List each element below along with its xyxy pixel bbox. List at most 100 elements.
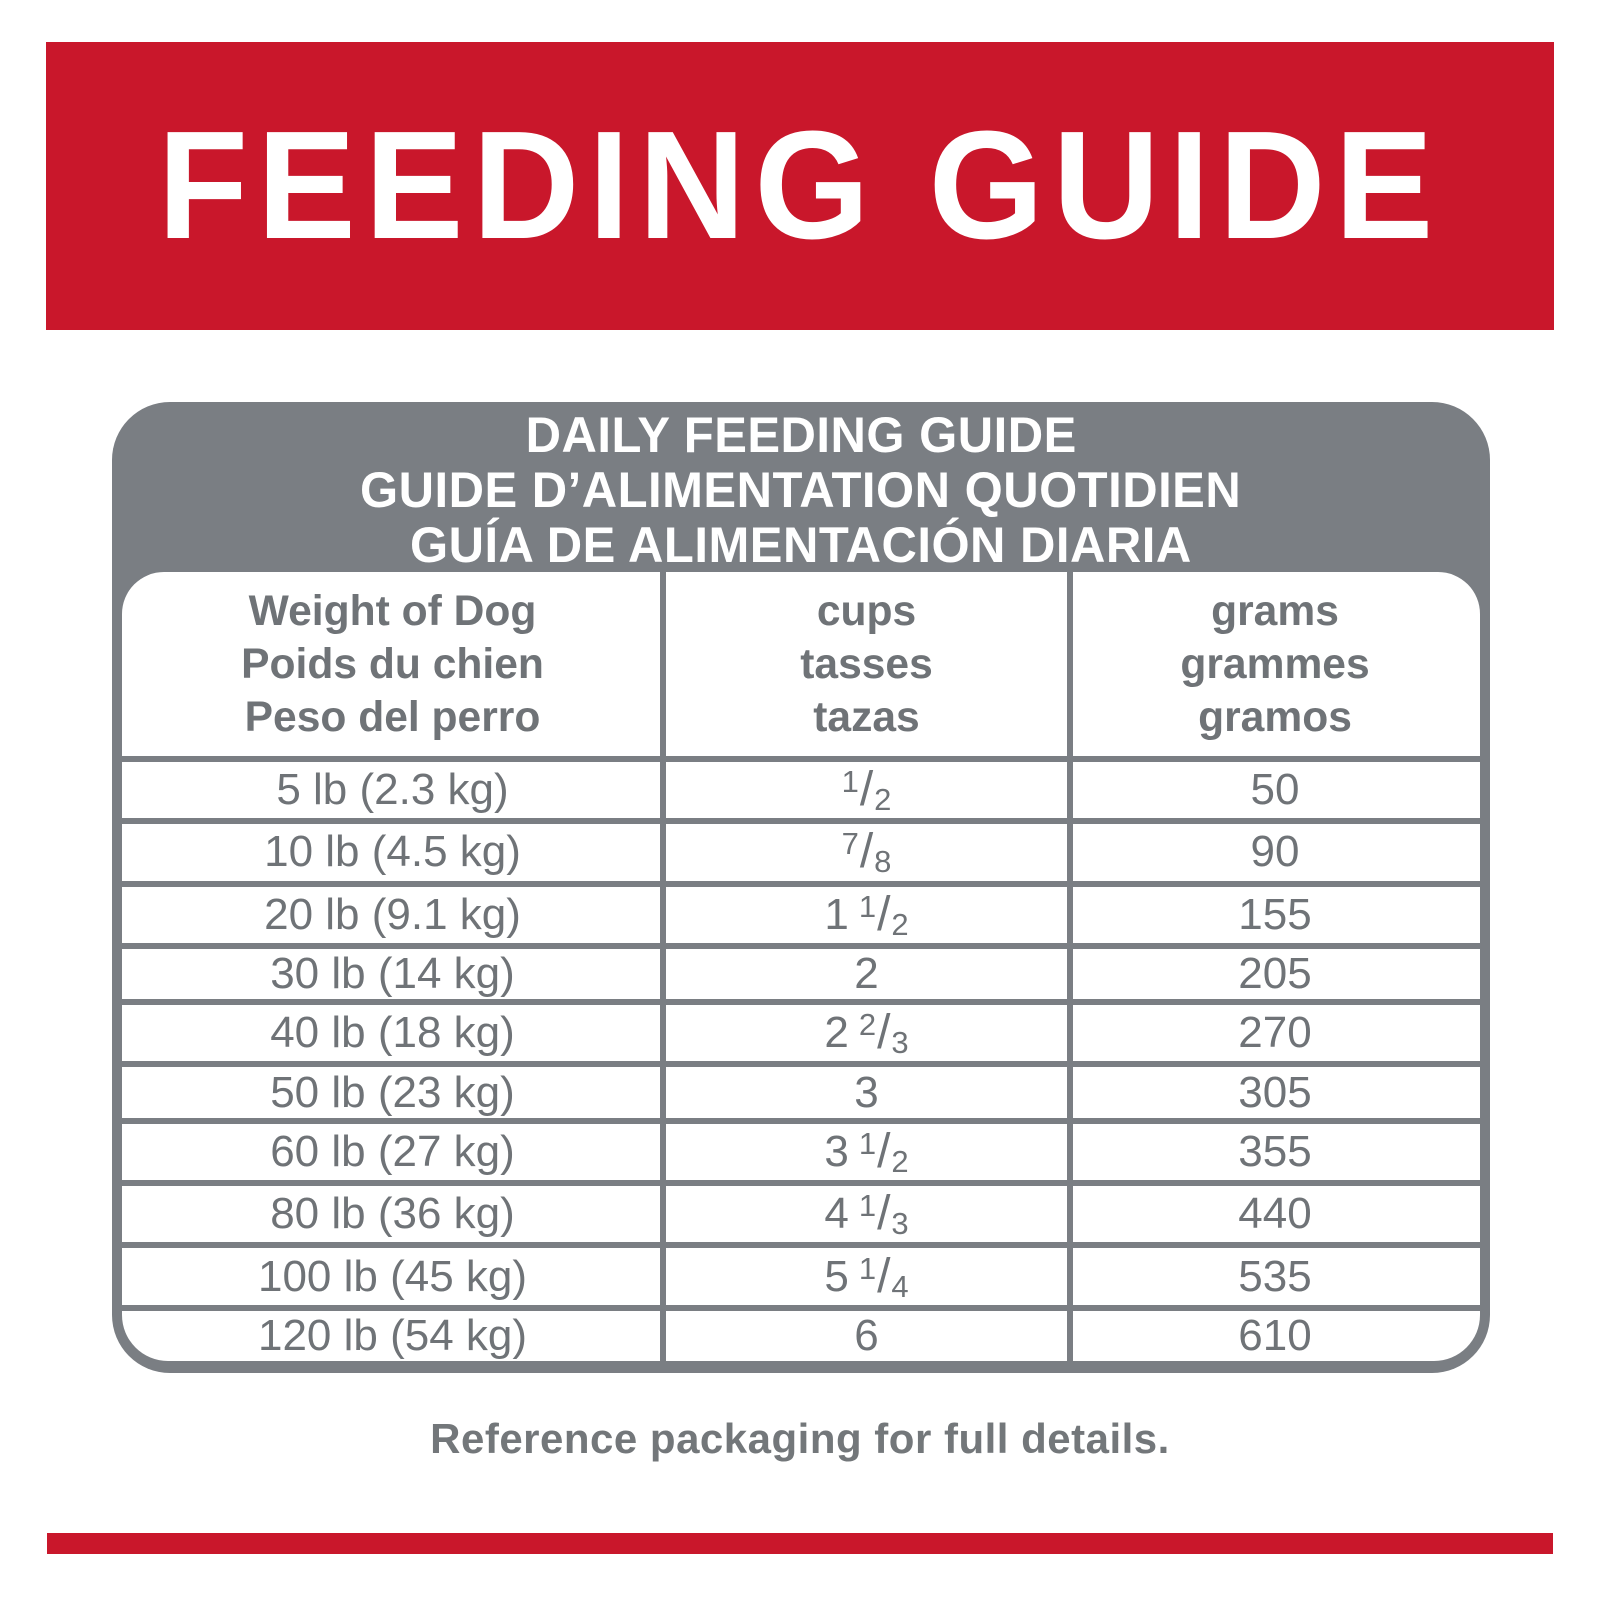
cups-fraction: 1/4 bbox=[859, 1249, 909, 1305]
fraction-numerator: 1 bbox=[858, 1125, 877, 1161]
header-cups: cups tasses tazas bbox=[665, 572, 1068, 756]
header-cups-line-es: tazas bbox=[813, 692, 920, 741]
grams-cell: 205 bbox=[1238, 949, 1312, 999]
cups-whole: 4 bbox=[824, 1189, 849, 1239]
table-row: 50 lb (23 kg) 3 305 bbox=[122, 1061, 1480, 1117]
grams-cell: 155 bbox=[1238, 889, 1312, 939]
cups-fraction: 1/3 bbox=[859, 1186, 909, 1242]
grams-cell: 535 bbox=[1238, 1251, 1312, 1301]
cups-fraction: 7/8 bbox=[842, 824, 892, 880]
cups-whole: 1 bbox=[824, 889, 849, 939]
table-title: DAILY FEEDING GUIDE GUIDE D’ALIMENTATION… bbox=[112, 402, 1490, 572]
cups-whole: 5 bbox=[824, 1251, 849, 1301]
header-grams-line-en: grams bbox=[1211, 586, 1339, 635]
fraction-slash: / bbox=[877, 887, 891, 941]
header-grams-line-fr: grammes bbox=[1180, 639, 1370, 688]
column-divider-1 bbox=[660, 572, 666, 1361]
cups-fraction: 1/2 bbox=[859, 1124, 909, 1180]
weight-cell: 5 lb (2.3 kg) bbox=[276, 765, 509, 815]
fraction-slash: / bbox=[877, 1187, 891, 1241]
table-row: 80 lb (36 kg) 4 1/3 440 bbox=[122, 1180, 1480, 1242]
grams-cell: 90 bbox=[1250, 827, 1300, 877]
cups-whole: 2 bbox=[854, 949, 879, 999]
grams-cell: 305 bbox=[1238, 1067, 1312, 1117]
fraction-numerator: 1 bbox=[858, 1250, 877, 1286]
weight-cell: 20 lb (9.1 kg) bbox=[264, 889, 521, 939]
cups-cell: 1/2 bbox=[663, 762, 1070, 818]
cups-cell: 4 1/3 bbox=[663, 1186, 1070, 1242]
feeding-guide-banner: FEEDING GUIDE bbox=[46, 42, 1554, 330]
fraction-denominator: 4 bbox=[891, 1268, 909, 1304]
cups-whole: 3 bbox=[854, 1067, 879, 1117]
feeding-table: Weight of Dog Poids du chien Peso del pe… bbox=[122, 572, 1480, 1361]
table-row: 30 lb (14 kg) 2 205 bbox=[122, 942, 1480, 999]
cups-cell: 2 2/3 bbox=[663, 1005, 1070, 1061]
cups-whole: 2 bbox=[824, 1008, 849, 1058]
fraction-numerator: 7 bbox=[841, 826, 859, 862]
fraction-slash: / bbox=[859, 763, 874, 817]
table-row: 10 lb (4.5 kg) 7/8 90 bbox=[122, 818, 1480, 880]
header-weight-of-dog: Weight of Dog Poids du chien Peso del pe… bbox=[125, 572, 661, 756]
cups-cell: 1 1/2 bbox=[663, 887, 1070, 943]
header-cups-line-fr: tasses bbox=[800, 639, 933, 688]
fraction-slash: / bbox=[877, 1124, 891, 1178]
fraction-denominator: 2 bbox=[891, 906, 909, 942]
cups-cell: 2 bbox=[663, 949, 1070, 999]
grams-cell: 50 bbox=[1250, 765, 1300, 815]
table-title-spanish: GUÍA DE ALIMENTACIÓN DIARIA bbox=[410, 516, 1192, 573]
fraction-slash: / bbox=[877, 1249, 891, 1303]
grams-cell: 270 bbox=[1238, 1008, 1312, 1058]
fraction-numerator: 2 bbox=[858, 1007, 877, 1043]
cups-cell: 3 bbox=[663, 1067, 1070, 1117]
weight-cell: 40 lb (18 kg) bbox=[270, 1008, 515, 1058]
table-row: 60 lb (27 kg) 3 1/2 355 bbox=[122, 1117, 1480, 1180]
header-weight-line-en: Weight of Dog bbox=[248, 586, 537, 635]
daily-feeding-guide-card: DAILY FEEDING GUIDE GUIDE D’ALIMENTATION… bbox=[112, 402, 1490, 1373]
cups-fraction: 2/3 bbox=[859, 1005, 909, 1061]
table-title-french: GUIDE D’ALIMENTATION QUOTIDIEN bbox=[360, 461, 1242, 518]
weight-cell: 10 lb (4.5 kg) bbox=[264, 827, 521, 877]
weight-cell: 30 lb (14 kg) bbox=[270, 949, 515, 999]
table-rows: 5 lb (2.3 kg) 1/2 50 10 lb (4.5 kg) 7/8 90 20 … bbox=[122, 756, 1480, 1361]
header-grams: grams grammes gramos bbox=[1072, 572, 1478, 756]
table-row: 120 lb (54 kg) 6 610 bbox=[122, 1304, 1480, 1361]
fraction-numerator: 1 bbox=[841, 764, 859, 800]
fraction-slash: / bbox=[877, 1006, 891, 1060]
weight-cell: 60 lb (27 kg) bbox=[270, 1126, 515, 1176]
header-grams-line-es: gramos bbox=[1198, 692, 1352, 741]
column-divider-2 bbox=[1067, 572, 1073, 1361]
cups-cell: 6 bbox=[663, 1311, 1070, 1361]
table-header-row: Weight of Dog Poids du chien Peso del pe… bbox=[122, 572, 1480, 756]
header-cups-line-en: cups bbox=[816, 586, 917, 635]
header-weight-line-es: Peso del perro bbox=[244, 692, 541, 741]
weight-cell: 100 lb (45 kg) bbox=[257, 1251, 528, 1301]
header-weight-line-fr: Poids du chien bbox=[241, 639, 544, 688]
fraction-denominator: 8 bbox=[874, 844, 892, 880]
fraction-denominator: 3 bbox=[891, 1025, 909, 1061]
cups-fraction: 1/2 bbox=[842, 762, 892, 818]
weight-cell: 50 lb (23 kg) bbox=[270, 1067, 515, 1117]
fraction-slash: / bbox=[859, 825, 874, 879]
cups-whole: 6 bbox=[854, 1310, 879, 1360]
fraction-denominator: 2 bbox=[891, 1143, 909, 1179]
fraction-numerator: 1 bbox=[858, 888, 877, 924]
cups-cell: 7/8 bbox=[663, 824, 1070, 880]
table-row: 5 lb (2.3 kg) 1/2 50 bbox=[122, 756, 1480, 818]
grams-cell: 440 bbox=[1238, 1189, 1312, 1239]
banner-title: FEEDING GUIDE bbox=[157, 99, 1443, 272]
grams-cell: 355 bbox=[1238, 1126, 1312, 1176]
fraction-numerator: 1 bbox=[858, 1188, 877, 1224]
fraction-denominator: 3 bbox=[891, 1206, 909, 1242]
grams-cell: 610 bbox=[1238, 1310, 1312, 1360]
cups-cell: 5 1/4 bbox=[663, 1248, 1070, 1304]
weight-cell: 120 lb (54 kg) bbox=[257, 1310, 528, 1360]
table-row: 100 lb (45 kg) 5 1/4 535 bbox=[122, 1242, 1480, 1304]
cups-whole: 3 bbox=[824, 1126, 849, 1176]
table-row: 40 lb (18 kg) 2 2/3 270 bbox=[122, 999, 1480, 1061]
cups-fraction: 1/2 bbox=[859, 887, 909, 943]
bottom-red-bar bbox=[47, 1533, 1553, 1554]
table-row: 20 lb (9.1 kg) 1 1/2 155 bbox=[122, 880, 1480, 943]
footer-note: Reference packaging for full details. bbox=[430, 1415, 1170, 1462]
weight-cell: 80 lb (36 kg) bbox=[270, 1189, 515, 1239]
fraction-denominator: 2 bbox=[874, 782, 892, 818]
